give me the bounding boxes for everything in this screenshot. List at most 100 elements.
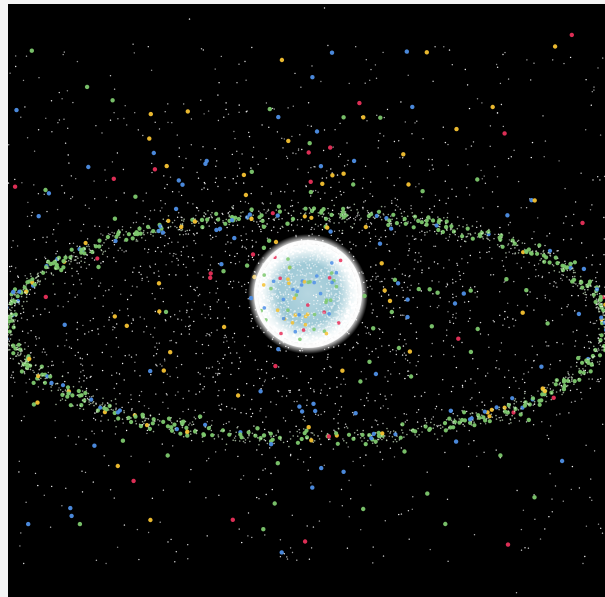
ring-debris bbox=[37, 280, 40, 283]
debris-particle bbox=[9, 357, 12, 360]
ring-debris bbox=[509, 407, 511, 409]
debris-particle bbox=[232, 280, 235, 282]
debris-particle bbox=[585, 257, 588, 259]
debris-particle bbox=[112, 329, 114, 331]
ring-debris bbox=[18, 339, 21, 341]
ring-satellite bbox=[403, 221, 408, 226]
ring-debris bbox=[593, 355, 596, 358]
debris-particle bbox=[80, 363, 82, 365]
satellite bbox=[325, 225, 330, 230]
ring-satellite bbox=[15, 294, 20, 299]
debris-particle bbox=[260, 368, 263, 371]
debris-particle bbox=[293, 400, 295, 403]
ring-debris bbox=[110, 400, 113, 402]
ring-satellite bbox=[561, 379, 567, 384]
debris-particle bbox=[86, 377, 88, 379]
leo-debris bbox=[349, 269, 352, 272]
debris-particle bbox=[561, 314, 563, 316]
debris-particle bbox=[403, 314, 405, 316]
debris-particle bbox=[200, 99, 202, 102]
ring-satellite bbox=[481, 415, 486, 420]
debris-particle bbox=[477, 368, 479, 370]
debris-particle bbox=[147, 418, 150, 420]
debris-particle bbox=[209, 335, 211, 337]
debris-particle bbox=[392, 349, 394, 351]
debris-particle bbox=[266, 210, 268, 212]
debris-particle bbox=[569, 56, 572, 59]
debris-particle bbox=[260, 388, 262, 390]
ring-debris bbox=[152, 430, 155, 433]
debris-particle bbox=[375, 247, 377, 249]
debris-particle bbox=[599, 263, 601, 266]
ring-satellite bbox=[11, 351, 16, 356]
ring-satellite bbox=[276, 204, 281, 209]
leo-debris bbox=[308, 272, 311, 274]
debris-particle bbox=[79, 245, 81, 248]
leo-debris bbox=[321, 312, 323, 314]
debris-particle bbox=[287, 107, 289, 109]
debris-particle bbox=[17, 276, 20, 278]
ring-satellite bbox=[394, 221, 399, 226]
debris-particle bbox=[367, 392, 369, 394]
ring-debris bbox=[101, 402, 104, 404]
debris-particle bbox=[524, 381, 526, 384]
debris-particle bbox=[327, 346, 330, 349]
satellite bbox=[247, 212, 253, 217]
debris-particle bbox=[210, 214, 212, 216]
leo-debris bbox=[318, 255, 321, 258]
debris-particle bbox=[379, 281, 381, 283]
debris-particle bbox=[595, 277, 597, 279]
ring-debris bbox=[476, 415, 479, 418]
debris-particle bbox=[96, 388, 98, 391]
debris-particle bbox=[501, 260, 503, 262]
debris-particle bbox=[344, 320, 347, 322]
debris-particle bbox=[399, 156, 401, 159]
ring-debris bbox=[198, 222, 200, 224]
ring-debris bbox=[55, 403, 57, 406]
debris-particle bbox=[297, 148, 300, 150]
debris-particle bbox=[271, 107, 274, 110]
debris-particle bbox=[307, 469, 309, 471]
debris-particle bbox=[27, 201, 29, 204]
debris-particle bbox=[21, 182, 23, 184]
debris-particle bbox=[507, 302, 509, 304]
debris-particle bbox=[97, 328, 99, 330]
leo-debris bbox=[340, 328, 343, 331]
debris-particle bbox=[438, 281, 440, 283]
debris-particle bbox=[75, 443, 77, 445]
debris-particle bbox=[216, 160, 218, 162]
debris-particle bbox=[72, 242, 75, 244]
debris-particle bbox=[68, 292, 71, 294]
leo-debris bbox=[333, 330, 336, 333]
ring-debris bbox=[485, 231, 487, 233]
ring-satellite bbox=[65, 394, 70, 399]
debris-particle bbox=[279, 539, 282, 541]
ring-satellite bbox=[107, 403, 112, 408]
leo-debris bbox=[294, 250, 297, 253]
debris-particle bbox=[265, 372, 268, 374]
ring-satellite bbox=[321, 207, 326, 212]
debris-particle bbox=[388, 344, 390, 347]
leo-debris bbox=[296, 326, 299, 328]
debris-particle bbox=[282, 417, 285, 419]
leo-debris bbox=[333, 277, 335, 280]
debris-particle bbox=[172, 445, 174, 447]
debris-particle bbox=[202, 276, 204, 278]
leo-debris bbox=[277, 288, 280, 291]
debris-particle bbox=[65, 339, 68, 341]
ring-debris bbox=[38, 283, 41, 286]
debris-particle bbox=[57, 305, 59, 307]
ring-debris bbox=[12, 319, 15, 322]
debris-particle bbox=[237, 388, 239, 391]
leo-debris bbox=[284, 303, 287, 306]
satellite bbox=[197, 414, 203, 419]
ring-debris bbox=[33, 371, 35, 374]
debris-particle bbox=[180, 294, 183, 297]
ring-satellite bbox=[341, 206, 346, 211]
debris-particle bbox=[289, 431, 291, 433]
ring-debris bbox=[59, 389, 62, 391]
ring-debris bbox=[471, 412, 473, 414]
debris-particle bbox=[249, 350, 251, 353]
leo-debris bbox=[292, 319, 294, 322]
debris-particle bbox=[209, 234, 211, 237]
